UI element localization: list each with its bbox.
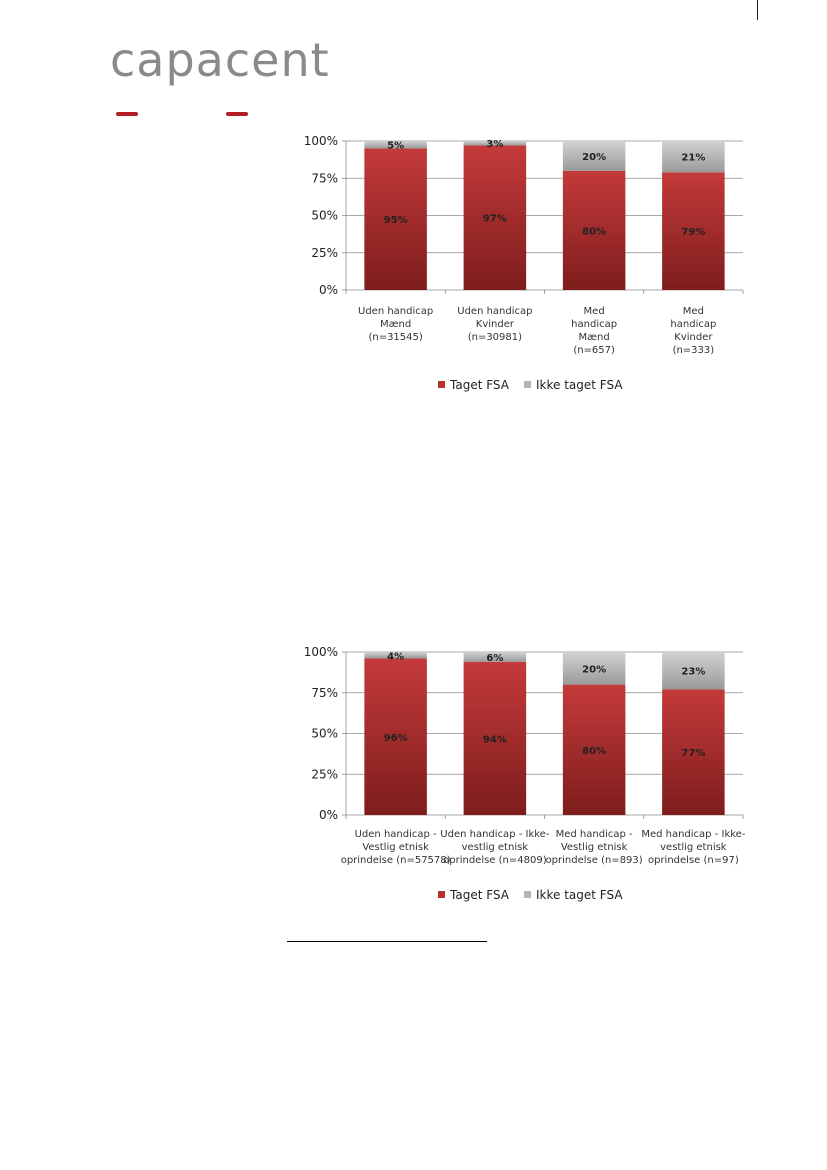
data-label-taget: 94% [483,734,507,745]
x-category-label: oprindelse (n=57578) [341,855,451,866]
y-tick-label: 50% [311,209,338,223]
data-label-taget: 80% [582,746,606,757]
chart-fsa-by-gender: 0% 25% 50% 75% 100% 95% 5% Uden handicap Mænd (n=… [280,128,760,398]
chart-fsa-by-ethnicity-svg: 0% 25% 50% 75% 100% 96% 4% Uden handicap - Vestl… [304,645,746,902]
data-label-ikke-taget: 21% [681,153,705,164]
legend-label-ikke-taget: Ikke taget FSA [536,888,623,902]
data-label-ikke-taget: 23% [681,667,705,678]
x-category-label: Vestlig etnisk [362,842,429,853]
x-category-label: vestlig etnisk [462,842,529,853]
bar-taget-fsa [463,145,527,290]
footnote-separator [287,941,487,942]
x-category-label: handicap [571,319,617,330]
x-category-label: Med handicap - [556,829,633,840]
data-label-ikke-taget: 5% [387,141,404,152]
x-category-label: Kvinder [674,332,713,343]
x-category-label: (n=30981) [468,332,522,343]
data-label-ikke-taget: 4% [387,651,404,662]
legend-label-taget: Taget FSA [449,888,510,902]
logo-accent-1 [116,112,138,116]
x-category-label: (n=31545) [368,332,422,343]
x-category-label: Med [683,306,704,317]
y-tick-label: 75% [311,171,338,185]
x-category-label: Uden handicap - [355,829,437,840]
data-label-ikke-taget: 20% [582,152,606,163]
data-label-taget: 95% [384,215,408,226]
data-label-ikke-taget: 3% [486,139,503,150]
bar-ikke-taget-fsa [662,652,725,690]
bar-taget-fsa [562,684,626,815]
x-category-label: Uden handicap [358,306,433,317]
x-category-label: Uden handicap - Ikke- [440,829,550,840]
bar-ikke-taget-fsa [463,141,527,146]
legend-label-ikke-taget: Ikke taget FSA [536,378,623,392]
bar-taget-fsa [662,689,725,815]
y-tick-label: 0% [319,283,338,297]
data-label-taget: 97% [483,214,507,225]
y-tick-label: 50% [311,727,338,741]
y-tick-label: 0% [319,808,338,822]
logo-wordmark: capacent [110,33,330,87]
bar-taget-fsa [562,170,626,290]
data-label-taget: 77% [681,748,705,759]
x-category-label: Med [584,306,605,317]
data-label-taget: 79% [681,227,705,238]
x-category-label: oprindelse (n=97) [648,855,739,866]
x-category-label: Vestlig etnisk [561,842,628,853]
legend-label-taget: Taget FSA [449,378,510,392]
x-category-label: handicap [670,319,716,330]
data-label-taget: 96% [384,733,408,744]
legend-swatch-taget [438,381,445,388]
data-label-ikke-taget: 20% [582,664,606,675]
bar-ikke-taget-fsa [562,141,626,171]
x-category-label: Mænd [579,332,610,343]
data-label-ikke-taget: 6% [486,653,503,664]
y-tick-label: 75% [311,686,338,700]
bar-ikke-taget-fsa [463,652,527,662]
chart-fsa-by-gender-svg: 0% 25% 50% 75% 100% 95% 5% Uden handicap Mænd (n=… [304,134,744,392]
data-label-taget: 80% [582,226,606,237]
x-category-label: (n=657) [573,345,615,356]
bar-ikke-taget-fsa [364,141,427,149]
x-category-label: (n=333) [673,345,715,356]
legend-swatch-ikke-taget [524,381,531,388]
x-category-label: Med handicap - Ikke- [641,829,746,840]
legend-swatch-taget [438,891,445,898]
legend-swatch-ikke-taget [524,891,531,898]
x-category-label: vestlig etnisk [660,842,727,853]
bar-ikke-taget-fsa [562,652,626,685]
y-tick-label: 25% [311,767,338,781]
bar-taget-fsa [662,172,725,290]
bar-taget-fsa [364,658,427,815]
x-category-label: oprindelse (n=893) [546,855,643,866]
y-tick-label: 25% [311,246,338,260]
x-category-label: Uden handicap [457,306,532,317]
bar-taget-fsa [463,661,527,815]
page-margin-rule [757,0,758,20]
chart-fsa-by-ethnicity: 0% 25% 50% 75% 100% 96% 4% Uden handicap - Vestl… [280,640,760,905]
x-category-label: Kvinder [476,319,515,330]
bar-ikke-taget-fsa [662,141,725,173]
x-category-label: Mænd [380,319,411,330]
y-tick-label: 100% [304,134,338,148]
x-category-label: oprindelse (n=4809) [443,855,547,866]
bar-taget-fsa [364,148,427,290]
bar-ikke-taget-fsa [364,652,427,659]
capacent-logo: capacent [110,30,340,116]
y-tick-label: 100% [304,645,338,659]
logo-accent-2 [226,112,248,116]
